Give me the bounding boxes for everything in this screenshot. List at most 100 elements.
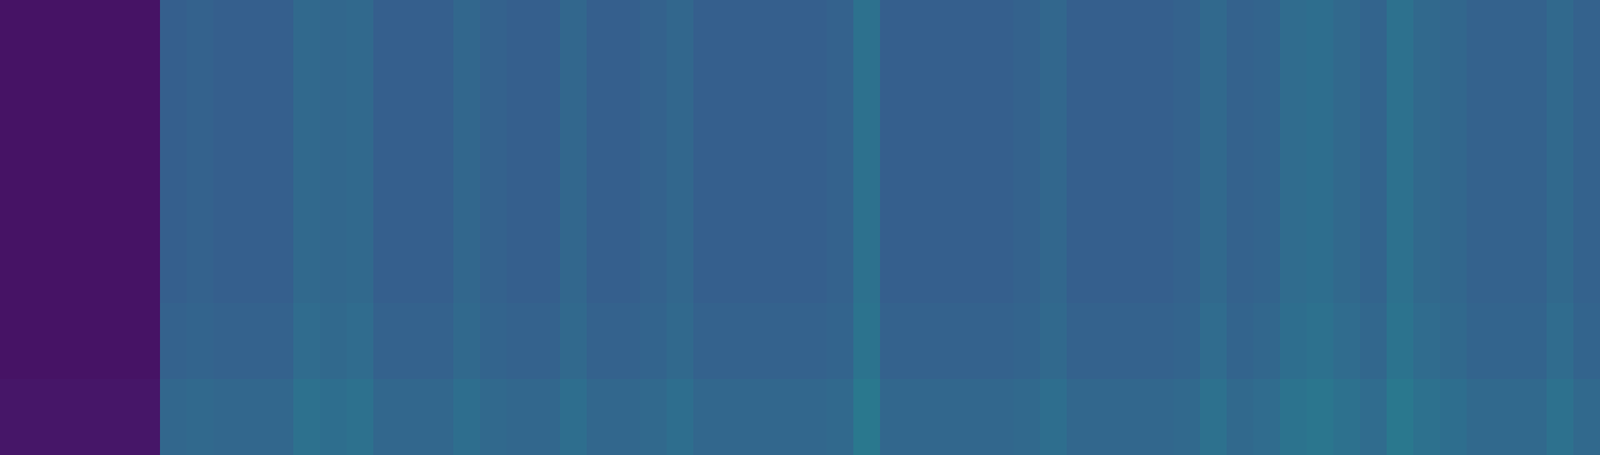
heatmap-cell [426,0,454,76]
heatmap-cell [1573,75,1600,152]
heatmap-cell [80,227,107,303]
heatmap-cell [133,302,160,379]
heatmap-cell [240,227,267,303]
heatmap-cell [400,227,427,303]
heatmap-cell [1226,227,1254,303]
heatmap-cell [640,75,667,152]
heatmap-cell [480,75,507,152]
heatmap-cell [773,75,800,152]
heatmap-cell [1280,227,1307,303]
heatmap-cell [186,227,214,303]
heatmap-cell [293,378,320,455]
heatmap-cell [1093,151,1120,228]
heatmap-cell [533,151,560,228]
heatmap-cell [53,0,80,76]
heatmap-cell [1360,0,1387,76]
heatmap-cell [453,151,480,228]
heatmap-cell [266,378,294,455]
heatmap-cell [1466,302,1494,379]
heatmap-cell [1386,75,1414,152]
heatmap-cell [213,378,240,455]
heatmap-cell [213,151,240,228]
heatmap-cell [560,378,587,455]
heatmap-cell [26,151,54,228]
heatmap-cell [560,75,587,152]
heatmap-cell [213,0,240,76]
heatmap-cell [426,378,454,455]
heatmap-cell [346,0,374,76]
heatmap-cell [320,378,347,455]
heatmap-cell [240,302,267,379]
heatmap-cell [1493,151,1520,228]
heatmap-cell [1546,378,1574,455]
heatmap-cell [1173,151,1200,228]
heatmap-cell [240,378,267,455]
heatmap-cell [1493,0,1520,76]
heatmap-cell [666,302,694,379]
heatmap-cell [800,302,827,379]
heatmap-cell [106,75,134,152]
heatmap-cell [720,0,747,76]
heatmap-cell [1333,302,1360,379]
heatmap-cell [746,75,774,152]
heatmap-cell [986,151,1014,228]
heatmap-cell [986,302,1014,379]
heatmap-cell [826,378,854,455]
heatmap-cell [933,378,960,455]
heatmap-cell [906,75,934,152]
heatmap-cell [533,75,560,152]
heatmap-cell [480,227,507,303]
heatmap-cell [426,75,454,152]
heatmap-cell [693,378,720,455]
heatmap-cell [613,151,640,228]
heatmap-cell [133,378,160,455]
heatmap-cell [1253,378,1280,455]
heatmap-cell [1040,0,1067,76]
heatmap-cell [800,227,827,303]
heatmap-cell [320,227,347,303]
heatmap-cell [853,75,880,152]
heatmap-cell [453,75,480,152]
heatmap-cell [1306,302,1334,379]
heatmap-cell [160,227,187,303]
heatmap-cell [666,151,694,228]
heatmap-cell [1120,378,1147,455]
heatmap-cell [1520,378,1547,455]
heatmap-cell [453,0,480,76]
heatmap-cell [480,151,507,228]
heatmap-cell [800,151,827,228]
heatmap-cell [0,0,27,76]
heatmap-cell [1466,75,1494,152]
heatmap-cell [853,151,880,228]
heatmap-cell [106,151,134,228]
heatmap-cell [1360,151,1387,228]
heatmap-cell [346,378,374,455]
heatmap-cell [1386,378,1414,455]
heatmap-cell [933,75,960,152]
heatmap-cell [1200,0,1227,76]
heatmap-cell [266,75,294,152]
heatmap-cell [1440,227,1467,303]
heatmap-cell [106,378,134,455]
heatmap-cell [1386,227,1414,303]
heatmap-cell [1146,151,1174,228]
heatmap-cell [613,227,640,303]
heatmap-cell [1120,151,1147,228]
heatmap-cell [1200,302,1227,379]
heatmap-cell [933,0,960,76]
heatmap-cell [693,227,720,303]
heatmap-cell [373,0,400,76]
heatmap-cell [666,75,694,152]
heatmap-cell [1040,75,1067,152]
heatmap-cell [720,302,747,379]
heatmap-cell [1200,151,1227,228]
heatmap-cell [1226,378,1254,455]
heatmap-cell [1173,302,1200,379]
heatmap-cell [1146,378,1174,455]
heatmap-cell [1546,0,1574,76]
heatmap-cell [666,378,694,455]
heatmap-cell [586,227,614,303]
heatmap-cell [1333,378,1360,455]
heatmap-cell [720,75,747,152]
heatmap-cell [720,151,747,228]
